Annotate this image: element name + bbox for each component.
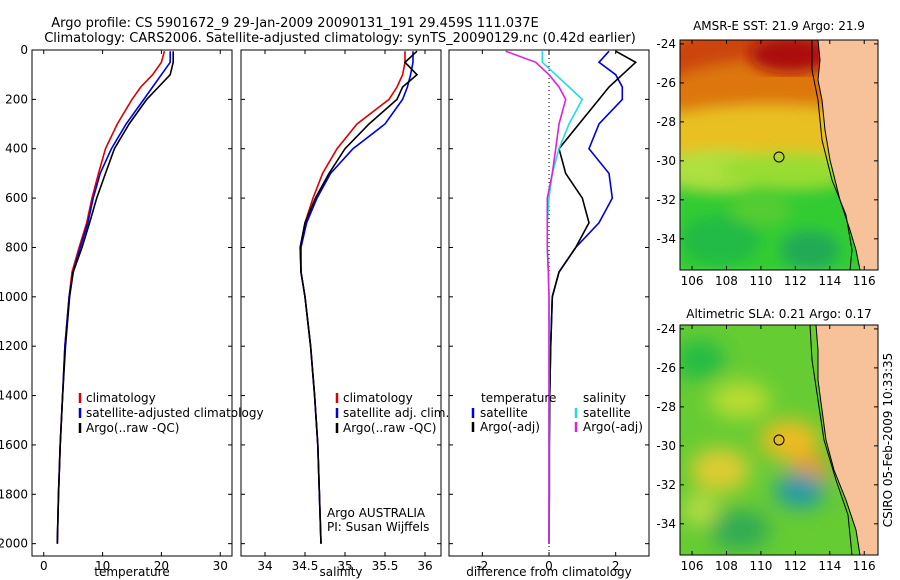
temp-xtick-label: 20: [154, 559, 169, 573]
timestamp-label: CSIRO 05-Feb-2009 10:33:35: [881, 353, 895, 528]
map-lat-tick-label: -26: [656, 361, 676, 375]
map-lon-tick-label: 114: [818, 274, 841, 288]
map-lat-tick-label: -28: [656, 115, 676, 129]
temp-series-line-1: [56, 51, 171, 544]
diff-legend-label-2: satellite: [583, 406, 631, 420]
sal-axes-frame: [240, 49, 442, 557]
map-lon-tick-label: 110: [749, 274, 772, 288]
map-lon-tick-label: 108: [715, 274, 738, 288]
sla-map-title: Altimetric SLA: 0.21 Argo: 0.17: [686, 307, 871, 321]
diff-legend-label-3: Argo(-adj): [583, 420, 643, 434]
depth-tick-label: 200: [5, 92, 28, 106]
sst-map: AMSR-E SST: 21.9 Argo: 21.9 106 108 110 112…: [656, 19, 879, 288]
diff-legend-label-1: Argo(-adj): [480, 420, 540, 434]
legend-header-salinity: salinity: [583, 391, 626, 405]
figure-title-line-2: Climatology: CARS2006. Satellite-adjuste…: [44, 31, 636, 46]
diff-xtick-label: -2: [476, 559, 488, 573]
map-lon-tick-label: 108: [715, 559, 738, 573]
sal-legend-label-1: satellite adj. clim.: [343, 406, 449, 420]
salinity-panel: 34 34.5 35 35.5 36 salinity climatologysatelli…: [240, 49, 449, 579]
sal-xtick-label: 36: [417, 559, 432, 573]
diff-series-line-3: [505, 50, 567, 544]
depth-tick-label: 1400: [0, 389, 28, 403]
map-lat-tick-label: -24: [656, 322, 676, 336]
diff-xtick-label: 2: [612, 559, 620, 573]
argo-program-label: Argo AUSTRALIA: [327, 506, 426, 520]
temp-xtick-label: 0: [40, 559, 48, 573]
temp-legend-label-1: satellite-adjusted climatology: [86, 406, 264, 420]
diff-legend-label-0: satellite: [480, 406, 528, 420]
sal-xtick-label: 34.5: [292, 559, 319, 573]
temperature-panel: 0 10 20 30 0 200 400 600 800 1000 1200 1400 1600 1800…: [0, 43, 264, 579]
map-lat-tick-label: -30: [656, 439, 676, 453]
pi-label: PI: Susan Wijffels: [327, 520, 429, 534]
sla-argo-marker: [773, 434, 785, 446]
sla-map: Altimetric SLA: 0.21 Argo: 0.17 106 108 11…: [656, 307, 879, 573]
temp-xtick-label: 10: [95, 559, 110, 573]
figure-title-line-1: Argo profile: CS 5901672_9 29-Jan-2009 2…: [51, 16, 539, 31]
map-lat-tick-label: -30: [656, 154, 676, 168]
temp-axes-frame: [31, 49, 233, 557]
depth-tick-label: 2000: [0, 537, 28, 551]
temp-legend-label-0: climatology: [86, 391, 156, 405]
diff-series-line-1: [548, 50, 638, 544]
map-lon-tick-label: 106: [681, 274, 704, 288]
map-lat-tick-label: -26: [656, 76, 676, 90]
sst-argo-marker: [773, 151, 785, 163]
sal-legend-label-2: Argo(..raw -QC): [343, 421, 436, 435]
map-lon-tick-label: 116: [853, 559, 876, 573]
map-lat-tick-label: -28: [656, 400, 676, 414]
map-lat-tick-label: -24: [656, 37, 676, 51]
depth-tick-label: 800: [5, 240, 28, 254]
map-lat-tick-label: -34: [656, 517, 676, 531]
legend-header-temperature: temperature: [481, 391, 556, 405]
depth-tick-label: 1200: [0, 339, 28, 353]
diff-xtick-label: 0: [545, 559, 553, 573]
map-lon-tick-label: 106: [681, 559, 704, 573]
temp-legend-label-2: Argo(..raw -QC): [86, 421, 179, 435]
map-lon-tick-label: 116: [853, 274, 876, 288]
sal-xtick-label: 35.5: [372, 559, 399, 573]
temp-series-line-0: [56, 50, 166, 544]
sal-series-line-2: [299, 50, 419, 544]
diff-series-line-0: [548, 50, 624, 544]
map-lat-tick-label: -34: [656, 232, 676, 246]
map-lat-tick-label: -32: [656, 193, 676, 207]
sal-series-line-0: [299, 51, 406, 544]
sst-map-title: AMSR-E SST: 21.9 Argo: 21.9: [693, 19, 865, 33]
depth-tick-label: 600: [5, 191, 28, 205]
depth-tick-label: 1800: [0, 487, 28, 501]
depth-tick-label: 0: [20, 43, 28, 57]
temp-xlabel: temperature: [94, 565, 169, 579]
depth-tick-label: 1600: [0, 438, 28, 452]
map-lon-tick-label: 110: [749, 559, 772, 573]
sal-xtick-label: 34: [257, 559, 272, 573]
depth-tick-label: 1000: [0, 290, 28, 304]
diff-xlabel: difference from climatology: [466, 565, 632, 579]
map-lat-tick-label: -32: [656, 478, 676, 492]
map-lon-tick-label: 114: [818, 559, 841, 573]
map-lon-tick-label: 112: [784, 559, 807, 573]
temp-series-line-2: [56, 51, 174, 544]
sal-legend-label-0: climatology: [343, 391, 413, 405]
depth-tick-label: 400: [5, 142, 28, 156]
sal-xtick-label: 35: [337, 559, 352, 573]
temp-xtick-label: 30: [213, 559, 228, 573]
sal-xlabel: salinity: [319, 565, 362, 579]
map-lon-tick-label: 112: [784, 274, 807, 288]
